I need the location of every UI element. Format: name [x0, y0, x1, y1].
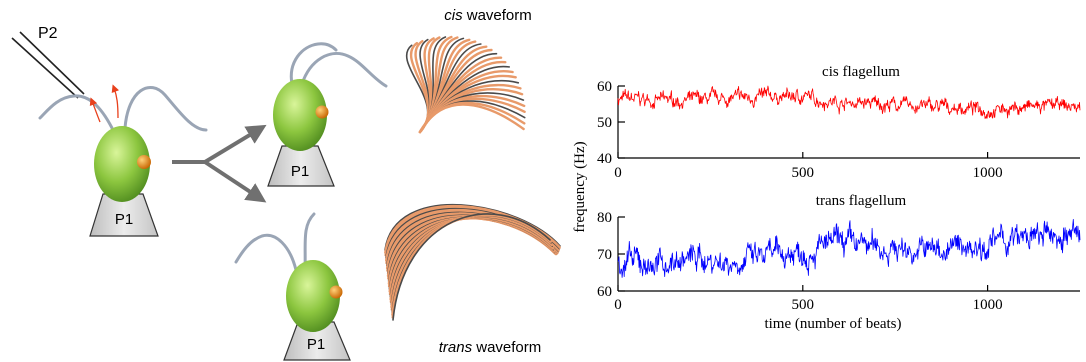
chart-title: trans flagellum [816, 193, 907, 209]
cis-waveform-title: cis waveform [444, 7, 532, 24]
x-tick-label: 0 [614, 297, 622, 313]
trans-waveform-stroke [392, 213, 551, 321]
pipette-label: P2 [38, 25, 58, 42]
x-tick-label: 500 [792, 297, 815, 313]
main-cell-group: P2 P1 [11, 25, 208, 237]
cis-cell-body [273, 79, 327, 151]
series-trace [617, 218, 1081, 278]
chart-title: cis flagellum [822, 64, 900, 80]
y-tick-label: 70 [597, 247, 612, 263]
trans-cell-body [286, 260, 340, 332]
branch-arrows [172, 124, 267, 203]
main-flagellum-right [123, 85, 208, 132]
main-flagellum-left [38, 94, 114, 130]
shared-y-axis-label: frequency (Hz) [572, 141, 588, 232]
pipette-p2-inner [19, 31, 85, 95]
main-eyespot [137, 155, 151, 169]
cis-waveform-drawing [405, 35, 526, 134]
arrow-to-trans [203, 160, 267, 203]
trans-waveform-title: trans waveform [439, 339, 542, 356]
series-trace [617, 85, 1081, 119]
y-tick-label: 80 [597, 210, 612, 226]
holder-label-main: P1 [115, 211, 133, 228]
cis-cell-group: P1 [267, 42, 388, 187]
cis-frequency-chart: 40 50 60 0 500 1000 cis flagellum [597, 64, 1081, 181]
x-tick-label: 500 [792, 165, 815, 181]
trans-cell-eyespot [329, 285, 343, 299]
motion-arrow-left [89, 97, 101, 123]
holder-label-cis: P1 [291, 163, 309, 180]
x-tick-label: 0 [614, 165, 622, 181]
cis-cell-flagellum-right [300, 52, 388, 88]
trans-frequency-chart: 60 70 80 0 500 1000 trans flagellum time (numbe… [597, 193, 1081, 332]
x-axis-label: time (number of beats) [764, 316, 901, 332]
holder-label-trans: P1 [307, 336, 325, 353]
y-tick-label: 40 [597, 151, 612, 167]
cis-cell-eyespot [315, 105, 329, 119]
main-cell-body [94, 126, 150, 202]
arrow-to-cis [203, 124, 267, 164]
pipette-p2 [11, 37, 79, 99]
x-tick-label: 1000 [973, 165, 1003, 181]
y-tick-label: 60 [597, 284, 612, 300]
trans-cell-flagellum-left [234, 233, 298, 272]
trans-cell-group: P1 [234, 212, 351, 361]
x-tick-label: 1000 [973, 297, 1003, 313]
motion-arrow-right [111, 84, 120, 119]
trans-waveform-drawing [384, 203, 561, 321]
cis-cell-flagellum-left [289, 42, 338, 86]
cis-waveform-stroke [418, 103, 525, 134]
y-tick-label: 50 [597, 115, 612, 131]
y-tick-label: 60 [597, 79, 612, 95]
